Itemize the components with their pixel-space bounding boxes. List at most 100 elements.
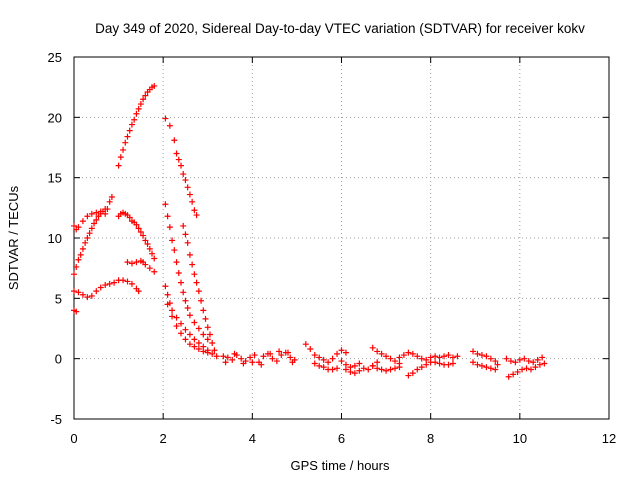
x-tick-label: 10 — [513, 431, 527, 446]
data-point-marker — [135, 288, 142, 295]
data-point-marker — [162, 201, 169, 208]
data-point-marker — [325, 359, 332, 366]
y-tick-label: 10 — [48, 231, 62, 246]
data-point-marker — [189, 261, 196, 268]
axis-ticks: 0 2 4 6 8 10 12 -5 0 5 10 15 20 25 — [48, 50, 617, 446]
data-point-marker — [71, 222, 77, 229]
data-point-marker — [140, 96, 147, 103]
y-tick-label: 0 — [55, 352, 62, 367]
data-point-marker — [120, 277, 127, 284]
data-point-marker — [182, 177, 189, 184]
data-point-marker — [316, 362, 323, 369]
data-point-marker — [260, 353, 267, 360]
data-point-marker — [365, 366, 372, 373]
data-point-marker — [88, 210, 95, 217]
data-point-marker — [211, 347, 218, 354]
data-point-marker — [131, 116, 138, 123]
data-point-marker — [289, 359, 296, 366]
data-point-marker — [180, 289, 187, 296]
data-point-marker — [146, 265, 153, 272]
data-point-marker — [492, 358, 499, 365]
data-points — [71, 82, 548, 380]
chart-title: Day 349 of 2020, Sidereal Day-to-day VTE… — [95, 21, 585, 36]
grid-lines — [74, 57, 609, 419]
data-point-marker — [454, 353, 461, 360]
data-point-marker — [478, 352, 485, 359]
data-point-marker — [351, 370, 358, 377]
data-point-marker — [171, 247, 178, 254]
x-axis-label: GPS time / hours — [291, 458, 390, 473]
data-point-marker — [387, 366, 394, 373]
data-point-marker — [400, 352, 407, 359]
data-point-marker — [140, 232, 147, 239]
data-point-marker — [144, 241, 151, 248]
data-point-marker — [449, 360, 456, 367]
series-arc-v — [396, 349, 461, 363]
data-point-marker — [102, 206, 109, 213]
data-point-marker — [97, 284, 104, 291]
data-point-marker — [133, 259, 140, 266]
data-point-marker — [126, 127, 133, 134]
series-arc-k — [180, 222, 218, 354]
data-point-marker — [124, 133, 131, 140]
data-point-marker — [88, 225, 95, 232]
data-point-marker — [418, 364, 425, 371]
data-point-marker — [182, 336, 189, 343]
data-point-marker — [209, 339, 216, 346]
data-point-marker — [320, 356, 327, 363]
data-point-marker — [75, 256, 82, 263]
data-point-marker — [195, 325, 202, 332]
data-point-marker — [541, 360, 548, 367]
y-tick-label: 20 — [48, 110, 62, 125]
y-tick-label: 25 — [48, 50, 62, 65]
data-point-marker — [240, 360, 247, 367]
data-point-marker — [269, 355, 276, 362]
data-point-marker — [191, 319, 198, 326]
data-point-marker — [175, 269, 182, 276]
data-point-marker — [135, 105, 142, 112]
data-point-marker — [494, 361, 501, 368]
data-point-marker — [220, 353, 227, 360]
data-point-marker — [414, 366, 421, 373]
data-point-marker — [178, 320, 184, 327]
data-point-marker — [162, 283, 169, 290]
series-arc-s — [342, 366, 363, 377]
data-point-marker — [396, 364, 403, 371]
x-tick-label: 0 — [70, 431, 77, 446]
data-point-marker — [106, 198, 113, 205]
data-point-marker — [204, 324, 211, 331]
data-point-marker — [507, 358, 514, 365]
data-point-marker — [432, 359, 439, 366]
data-point-marker — [84, 235, 91, 241]
data-point-marker — [184, 304, 191, 311]
data-point-marker — [182, 326, 189, 333]
series-arc-y — [470, 359, 499, 373]
data-point-marker — [186, 331, 193, 338]
data-point-marker — [405, 349, 412, 356]
data-point-marker — [79, 245, 86, 252]
data-point-marker — [423, 361, 430, 368]
data-point-marker — [483, 353, 490, 360]
x-tick-label: 12 — [602, 431, 616, 446]
series-arc-w — [405, 359, 456, 379]
data-point-marker — [316, 354, 323, 361]
data-point-marker — [77, 251, 84, 258]
data-point-marker — [71, 271, 77, 278]
data-point-marker — [338, 358, 345, 365]
data-point-marker — [516, 356, 523, 363]
data-point-marker — [449, 354, 456, 361]
data-point-marker — [173, 150, 180, 157]
data-point-marker — [84, 213, 91, 220]
data-point-marker — [276, 348, 283, 355]
data-point-marker — [329, 355, 336, 362]
y-tick-label: 5 — [55, 291, 62, 306]
data-point-marker — [487, 365, 494, 372]
data-point-marker — [238, 355, 245, 362]
data-point-marker — [133, 110, 140, 117]
data-point-marker — [409, 370, 416, 377]
data-point-marker — [470, 348, 477, 355]
data-point-marker — [180, 222, 187, 229]
data-point-marker — [334, 350, 341, 357]
data-point-marker — [387, 355, 394, 362]
